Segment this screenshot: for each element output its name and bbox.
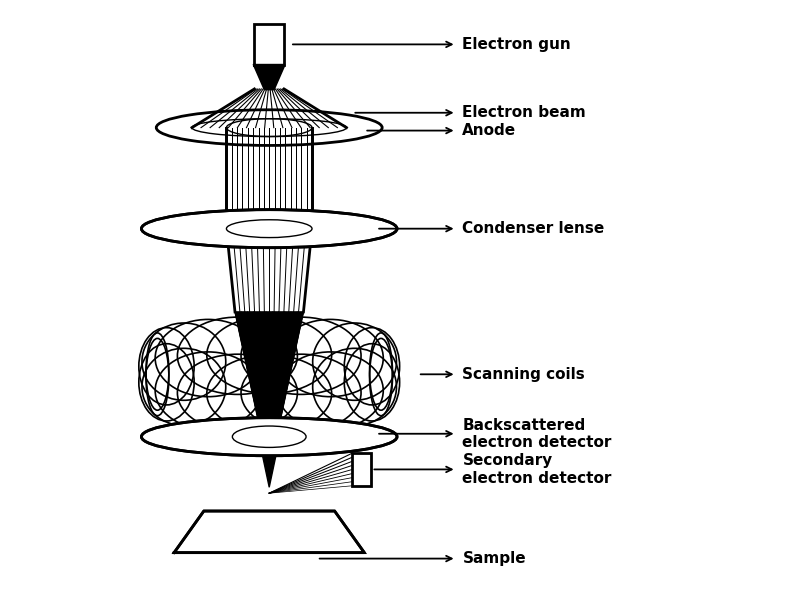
Text: Condenser lense: Condenser lense [462,221,605,236]
Text: Electron beam: Electron beam [462,105,586,120]
Text: Electron gun: Electron gun [462,37,571,52]
Polygon shape [226,229,312,312]
Text: Backscattered
electron detector: Backscattered electron detector [462,418,612,450]
Bar [353,453,371,486]
Polygon shape [226,128,312,229]
Text: Scanning coils: Scanning coils [462,367,585,382]
Ellipse shape [142,418,397,456]
Text: Secondary
electron detector: Secondary electron detector [462,453,612,485]
Text: Anode: Anode [462,123,517,138]
Text: Sample: Sample [462,551,526,566]
Polygon shape [174,511,364,553]
Polygon shape [254,65,284,89]
Bar [254,23,284,65]
Polygon shape [235,312,303,422]
Polygon shape [258,437,280,487]
Ellipse shape [142,209,397,248]
